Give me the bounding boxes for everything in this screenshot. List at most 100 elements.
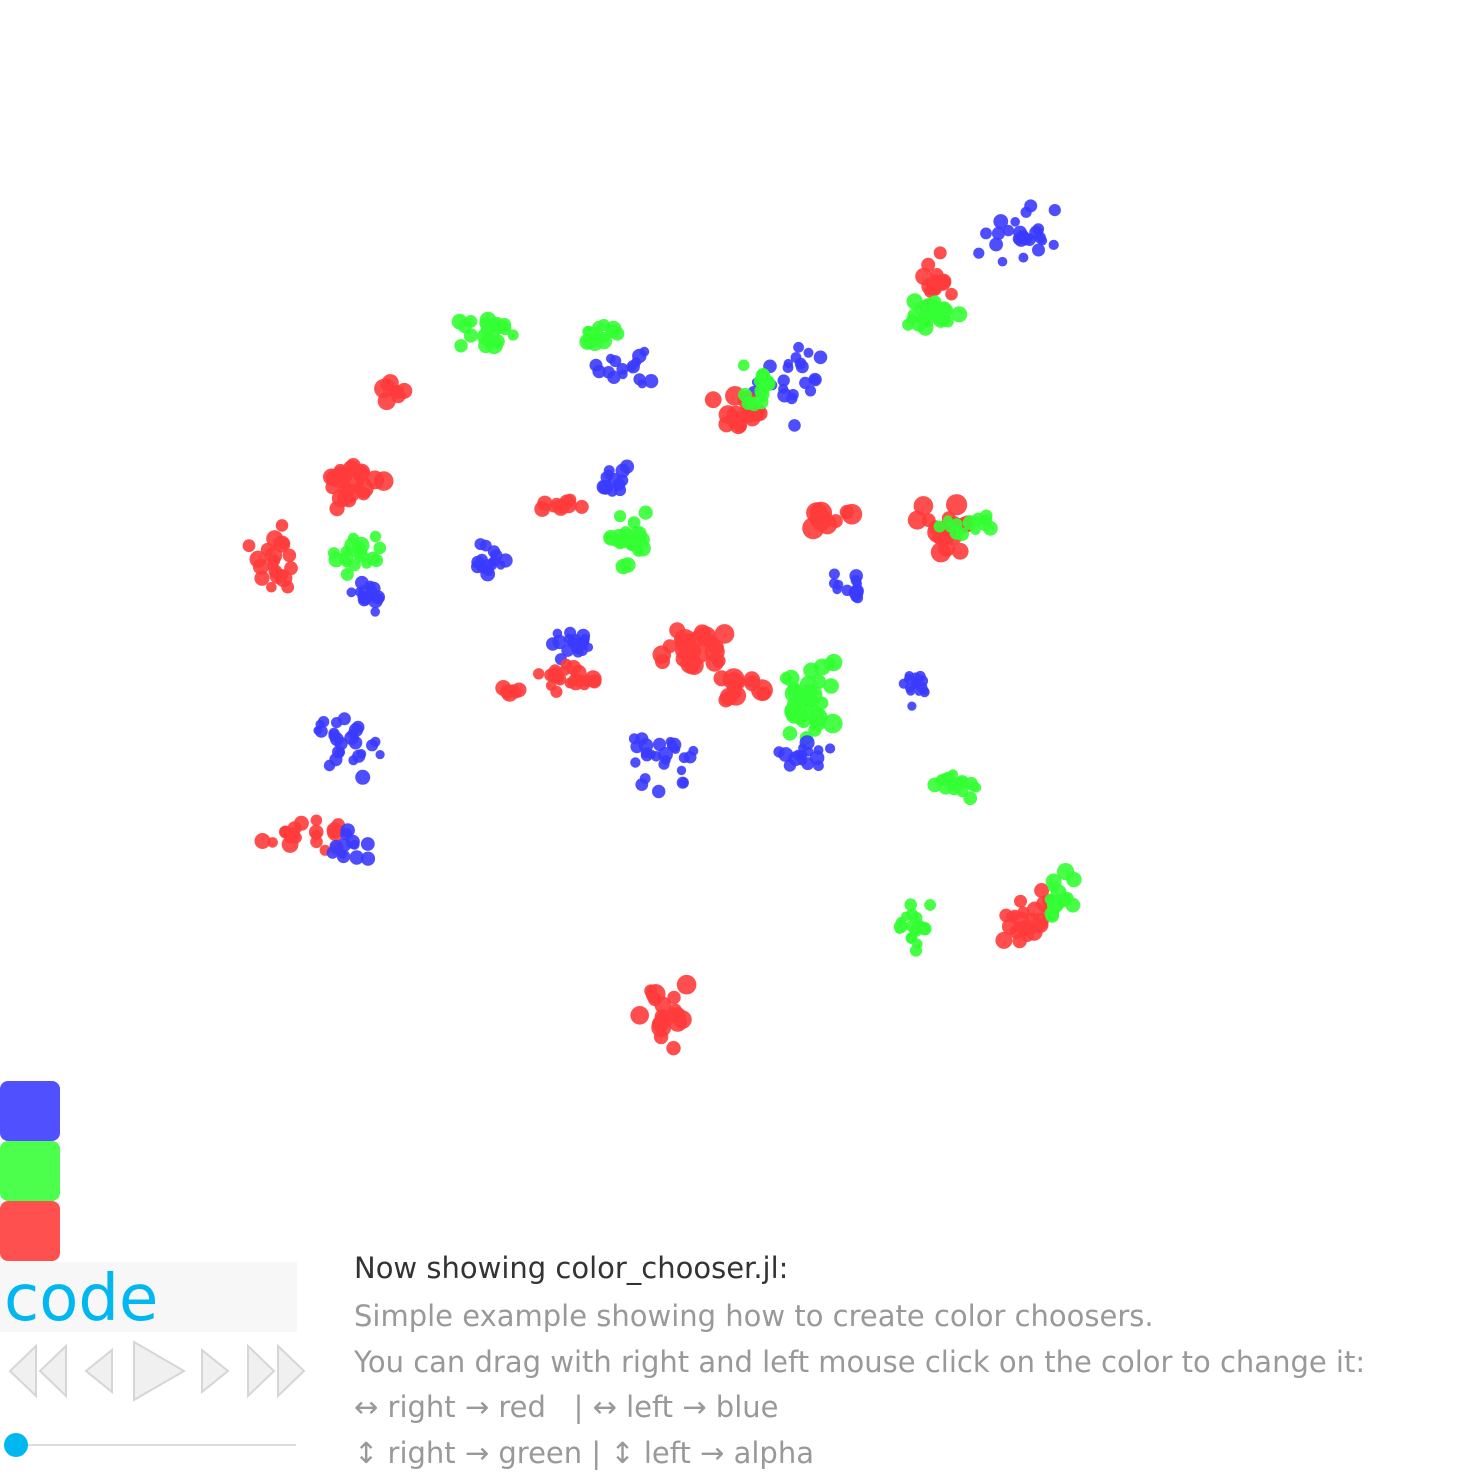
scatter-point [511, 682, 527, 698]
scatter-point [547, 667, 564, 684]
scatter-point [915, 267, 933, 285]
green-color-swatch[interactable] [0, 1141, 60, 1201]
scatter-point [336, 849, 351, 864]
scatter-point [607, 370, 621, 384]
scatter-point [1052, 894, 1066, 908]
scatter-point [574, 499, 589, 514]
timeline-slider[interactable] [4, 1432, 296, 1458]
scatter-point [804, 385, 817, 397]
scatter-point [266, 530, 284, 548]
scatter-point [550, 685, 563, 698]
scatter-point [680, 653, 701, 674]
next-button[interactable] [198, 1340, 234, 1402]
scatter-point [552, 634, 567, 650]
scatter-point [995, 931, 1013, 949]
scatter-point [902, 318, 915, 331]
scatter-point [355, 769, 371, 785]
play-button[interactable] [128, 1340, 188, 1402]
scatter-point [718, 692, 734, 708]
scatter-point [971, 512, 986, 527]
scatter-point [454, 339, 468, 353]
next-icon [201, 1347, 230, 1395]
scatter-point [645, 984, 666, 1004]
first-button[interactable] [4, 1340, 70, 1402]
scatter-point [354, 548, 369, 563]
scatter-plot[interactable] [0, 0, 1483, 1080]
scatter-point [777, 374, 790, 387]
scatter-point [498, 553, 513, 568]
scatter-point [755, 368, 770, 383]
scatter-point [632, 348, 647, 364]
scatter-point [1032, 243, 1045, 257]
scatter-point [328, 727, 340, 740]
scatter-point [356, 749, 367, 759]
scatter-point [348, 558, 361, 572]
slider-handle[interactable] [4, 1433, 28, 1457]
scatter-point [630, 757, 641, 768]
red-color-swatch[interactable] [0, 1201, 60, 1261]
scatter-point [341, 492, 357, 508]
scatter-point [260, 542, 274, 557]
scatter-point [946, 494, 968, 516]
code-button[interactable]: code [0, 1262, 297, 1334]
scatter-point [370, 607, 381, 617]
scatter-point [479, 539, 492, 552]
blue-color-swatch[interactable] [0, 1081, 60, 1141]
scatter-point [909, 944, 923, 957]
scatter-point [666, 1041, 681, 1056]
scatter-point [795, 360, 809, 374]
previous-button[interactable] [80, 1340, 116, 1402]
scatter-point [907, 701, 917, 711]
prev-icon [84, 1347, 113, 1395]
scatter-point [850, 575, 862, 586]
scatter-point [612, 478, 626, 491]
scatter-point [676, 765, 687, 776]
slider-track [4, 1444, 296, 1446]
scatter-point [254, 833, 271, 849]
scatter-point [737, 359, 750, 372]
scatter-point [373, 541, 387, 555]
scatter-point [666, 737, 682, 752]
scatter-point [705, 653, 724, 672]
scatter-point [828, 568, 840, 580]
scatter-point [534, 501, 551, 517]
scatter-point [944, 522, 955, 533]
scatter-point [971, 782, 982, 793]
scatter-point [369, 553, 384, 568]
scatter-point [1002, 224, 1015, 237]
scatter-point [495, 680, 512, 696]
scatter-point [927, 777, 943, 793]
scatter-point [803, 685, 823, 704]
scatter-point [928, 301, 945, 318]
scatter-point [907, 510, 927, 530]
scatter-point [828, 514, 843, 529]
scatter-point [592, 364, 606, 379]
scatter-point [310, 829, 322, 841]
scatter-point [934, 274, 951, 291]
scatter-point [610, 326, 625, 341]
scatter-point [572, 674, 586, 688]
scatter-point [678, 777, 689, 788]
scatter-point [924, 285, 937, 298]
scatter-point [832, 584, 842, 595]
scatter-point [357, 593, 371, 607]
scatter-point [809, 374, 821, 386]
scatter-point [1034, 883, 1050, 898]
scatter-point [627, 516, 641, 529]
last-button[interactable] [244, 1340, 310, 1402]
scatter-point [718, 416, 735, 433]
scatter-point [1009, 909, 1021, 921]
last-icon [247, 1343, 306, 1399]
scatter-point [345, 834, 360, 849]
scatter-point [726, 671, 742, 687]
scatter-point [1032, 913, 1049, 930]
scatter-point [614, 510, 627, 523]
scatter-point [841, 584, 853, 596]
scatter-point [973, 247, 985, 259]
scatter-point [652, 737, 667, 752]
scatter-point [1014, 894, 1027, 908]
scatter-point [337, 712, 351, 726]
scatter-point [1057, 863, 1075, 881]
scatter-point [951, 306, 968, 323]
scatter-point [997, 256, 1008, 267]
